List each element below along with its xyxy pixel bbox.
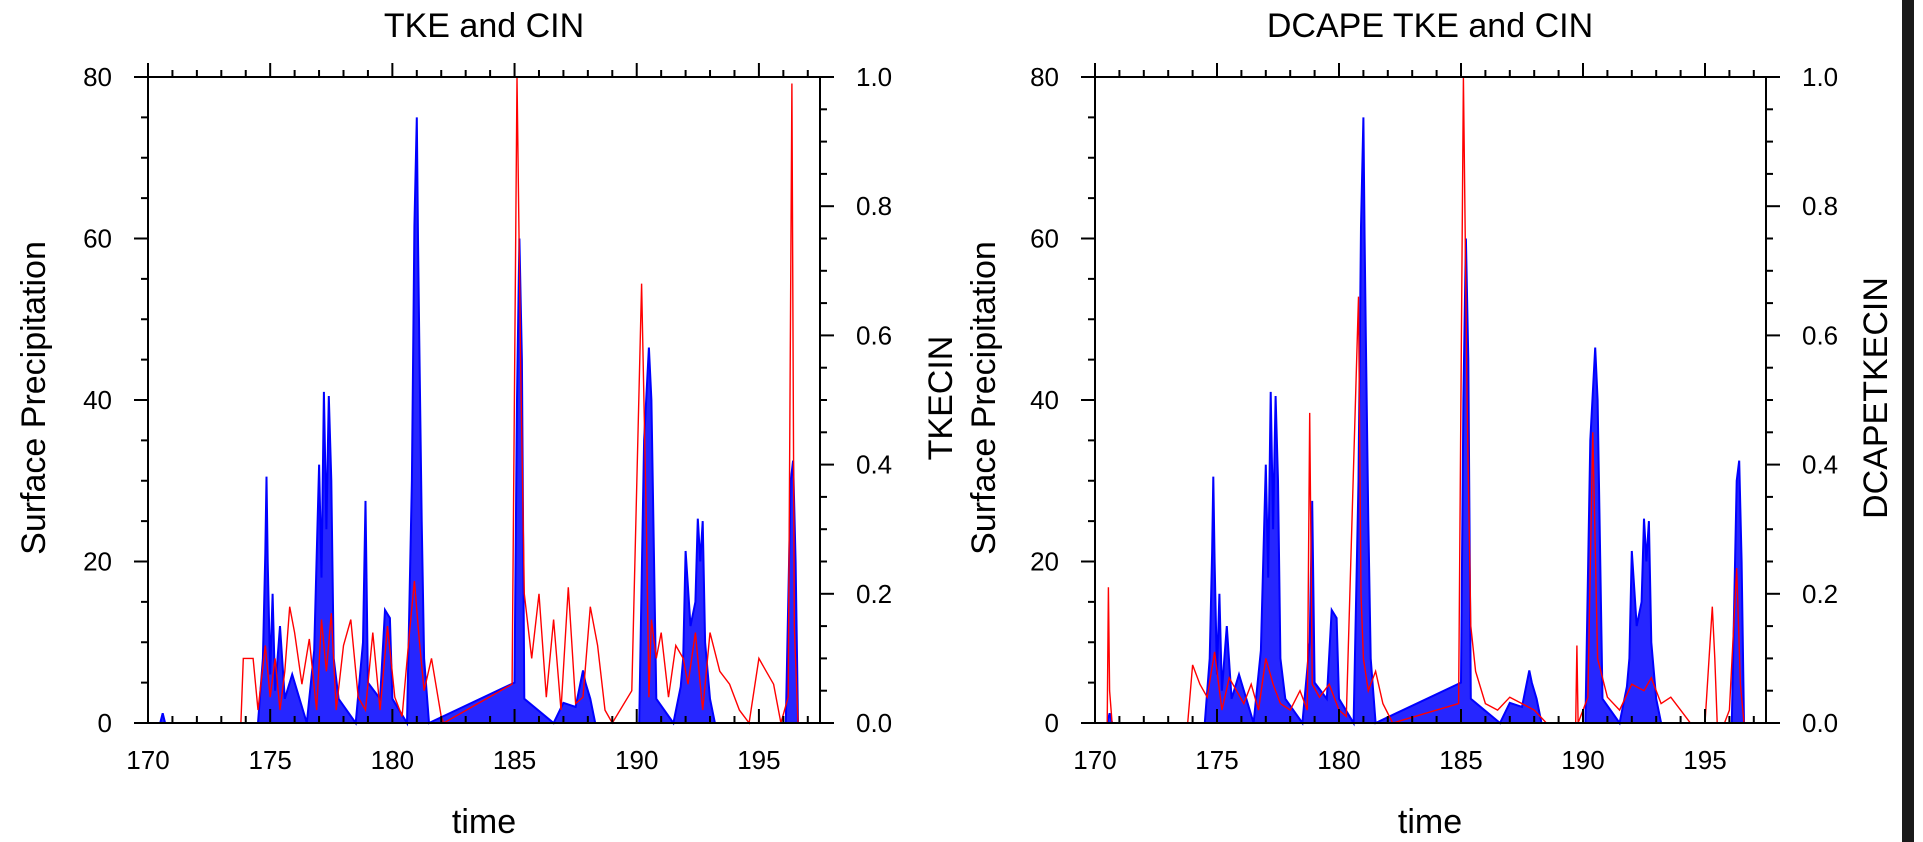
plot-area	[159, 76, 803, 727]
y-left-tick-label: 20	[83, 547, 112, 577]
y-right-tick-label: 0.2	[1802, 579, 1838, 609]
chart-title: DCAPE TKE and CIN	[1267, 7, 1593, 45]
chart-panel-dcape-tke-cin: DCAPE TKE and CIN time Surface Precipita…	[965, 7, 1895, 841]
y-right-tick-label: 0.8	[856, 191, 892, 221]
y-left-tick-label: 60	[83, 224, 112, 254]
y-right-tick-label: 0.6	[1802, 320, 1838, 350]
y-right-tick-label: 0.2	[856, 579, 892, 609]
x-tick-label: 170	[1073, 745, 1116, 775]
plot-area	[1106, 76, 1745, 727]
y-left-tick-label: 60	[1030, 224, 1059, 254]
chart-title: TKE and CIN	[384, 7, 584, 45]
y-left-tick-label: 80	[83, 62, 112, 92]
x-tick-label: 190	[615, 745, 658, 775]
series-ratio-line	[160, 76, 803, 725]
y-right-tick-label: 0.4	[1802, 450, 1838, 480]
x-axis-label: time	[452, 803, 516, 841]
x-tick-label: 185	[1439, 745, 1482, 775]
y-left-tick-label: 40	[83, 385, 112, 415]
x-tick-label: 170	[126, 745, 169, 775]
y-left-tick-label: 80	[1030, 62, 1059, 92]
y-axis-label-left: Surface Precipitation	[15, 241, 53, 555]
chart-panel-tke-cin: TKE and CIN time Surface Precipitation T…	[15, 7, 960, 841]
x-tick-label: 180	[1317, 745, 1360, 775]
y-right-tick-label: 1.0	[1802, 62, 1838, 92]
tick-marks: 170 175 180 185 190 195 0 20 40 60 80 0.0 0.2 0.4 0.6 0…	[83, 62, 892, 775]
x-tick-label: 185	[493, 745, 536, 775]
x-tick-label: 195	[1683, 745, 1726, 775]
y-axis-label-right: TKECIN	[922, 336, 960, 461]
window-edge-bar	[1902, 0, 1914, 842]
y-right-tick-label: 0.4	[856, 450, 892, 480]
y-right-tick-label: 1.0	[856, 62, 892, 92]
y-axis-label-left: Surface Precipitation	[965, 241, 1003, 555]
y-axis-label-right: DCAPETKECIN	[1857, 277, 1895, 519]
series-precipitation-line	[159, 117, 799, 727]
y-left-tick-label: 40	[1030, 385, 1059, 415]
plot-frame	[147, 76, 821, 724]
x-tick-label: 195	[737, 745, 780, 775]
y-left-tick-label: 0	[1045, 708, 1059, 738]
series-ratio-line	[1106, 76, 1745, 724]
y-right-tick-label: 0.6	[856, 320, 892, 350]
x-tick-label: 180	[371, 745, 414, 775]
plot-frame	[1094, 76, 1767, 724]
tick-marks: 170 175 180 185 190 195 0 20 40 60 80 0.0 0.2 0.4 0.6 0…	[1030, 62, 1838, 775]
x-tick-label: 190	[1561, 745, 1604, 775]
y-left-tick-label: 20	[1030, 547, 1059, 577]
series-precipitation-line	[1106, 117, 1745, 727]
y-right-tick-label: 0.8	[1802, 191, 1838, 221]
y-left-tick-label: 0	[98, 708, 112, 738]
y-right-tick-label: 0.0	[856, 708, 892, 738]
y-right-tick-label: 0.0	[1802, 708, 1838, 738]
x-tick-label: 175	[248, 745, 291, 775]
x-tick-label: 175	[1195, 745, 1238, 775]
x-axis-label: time	[1398, 803, 1462, 841]
